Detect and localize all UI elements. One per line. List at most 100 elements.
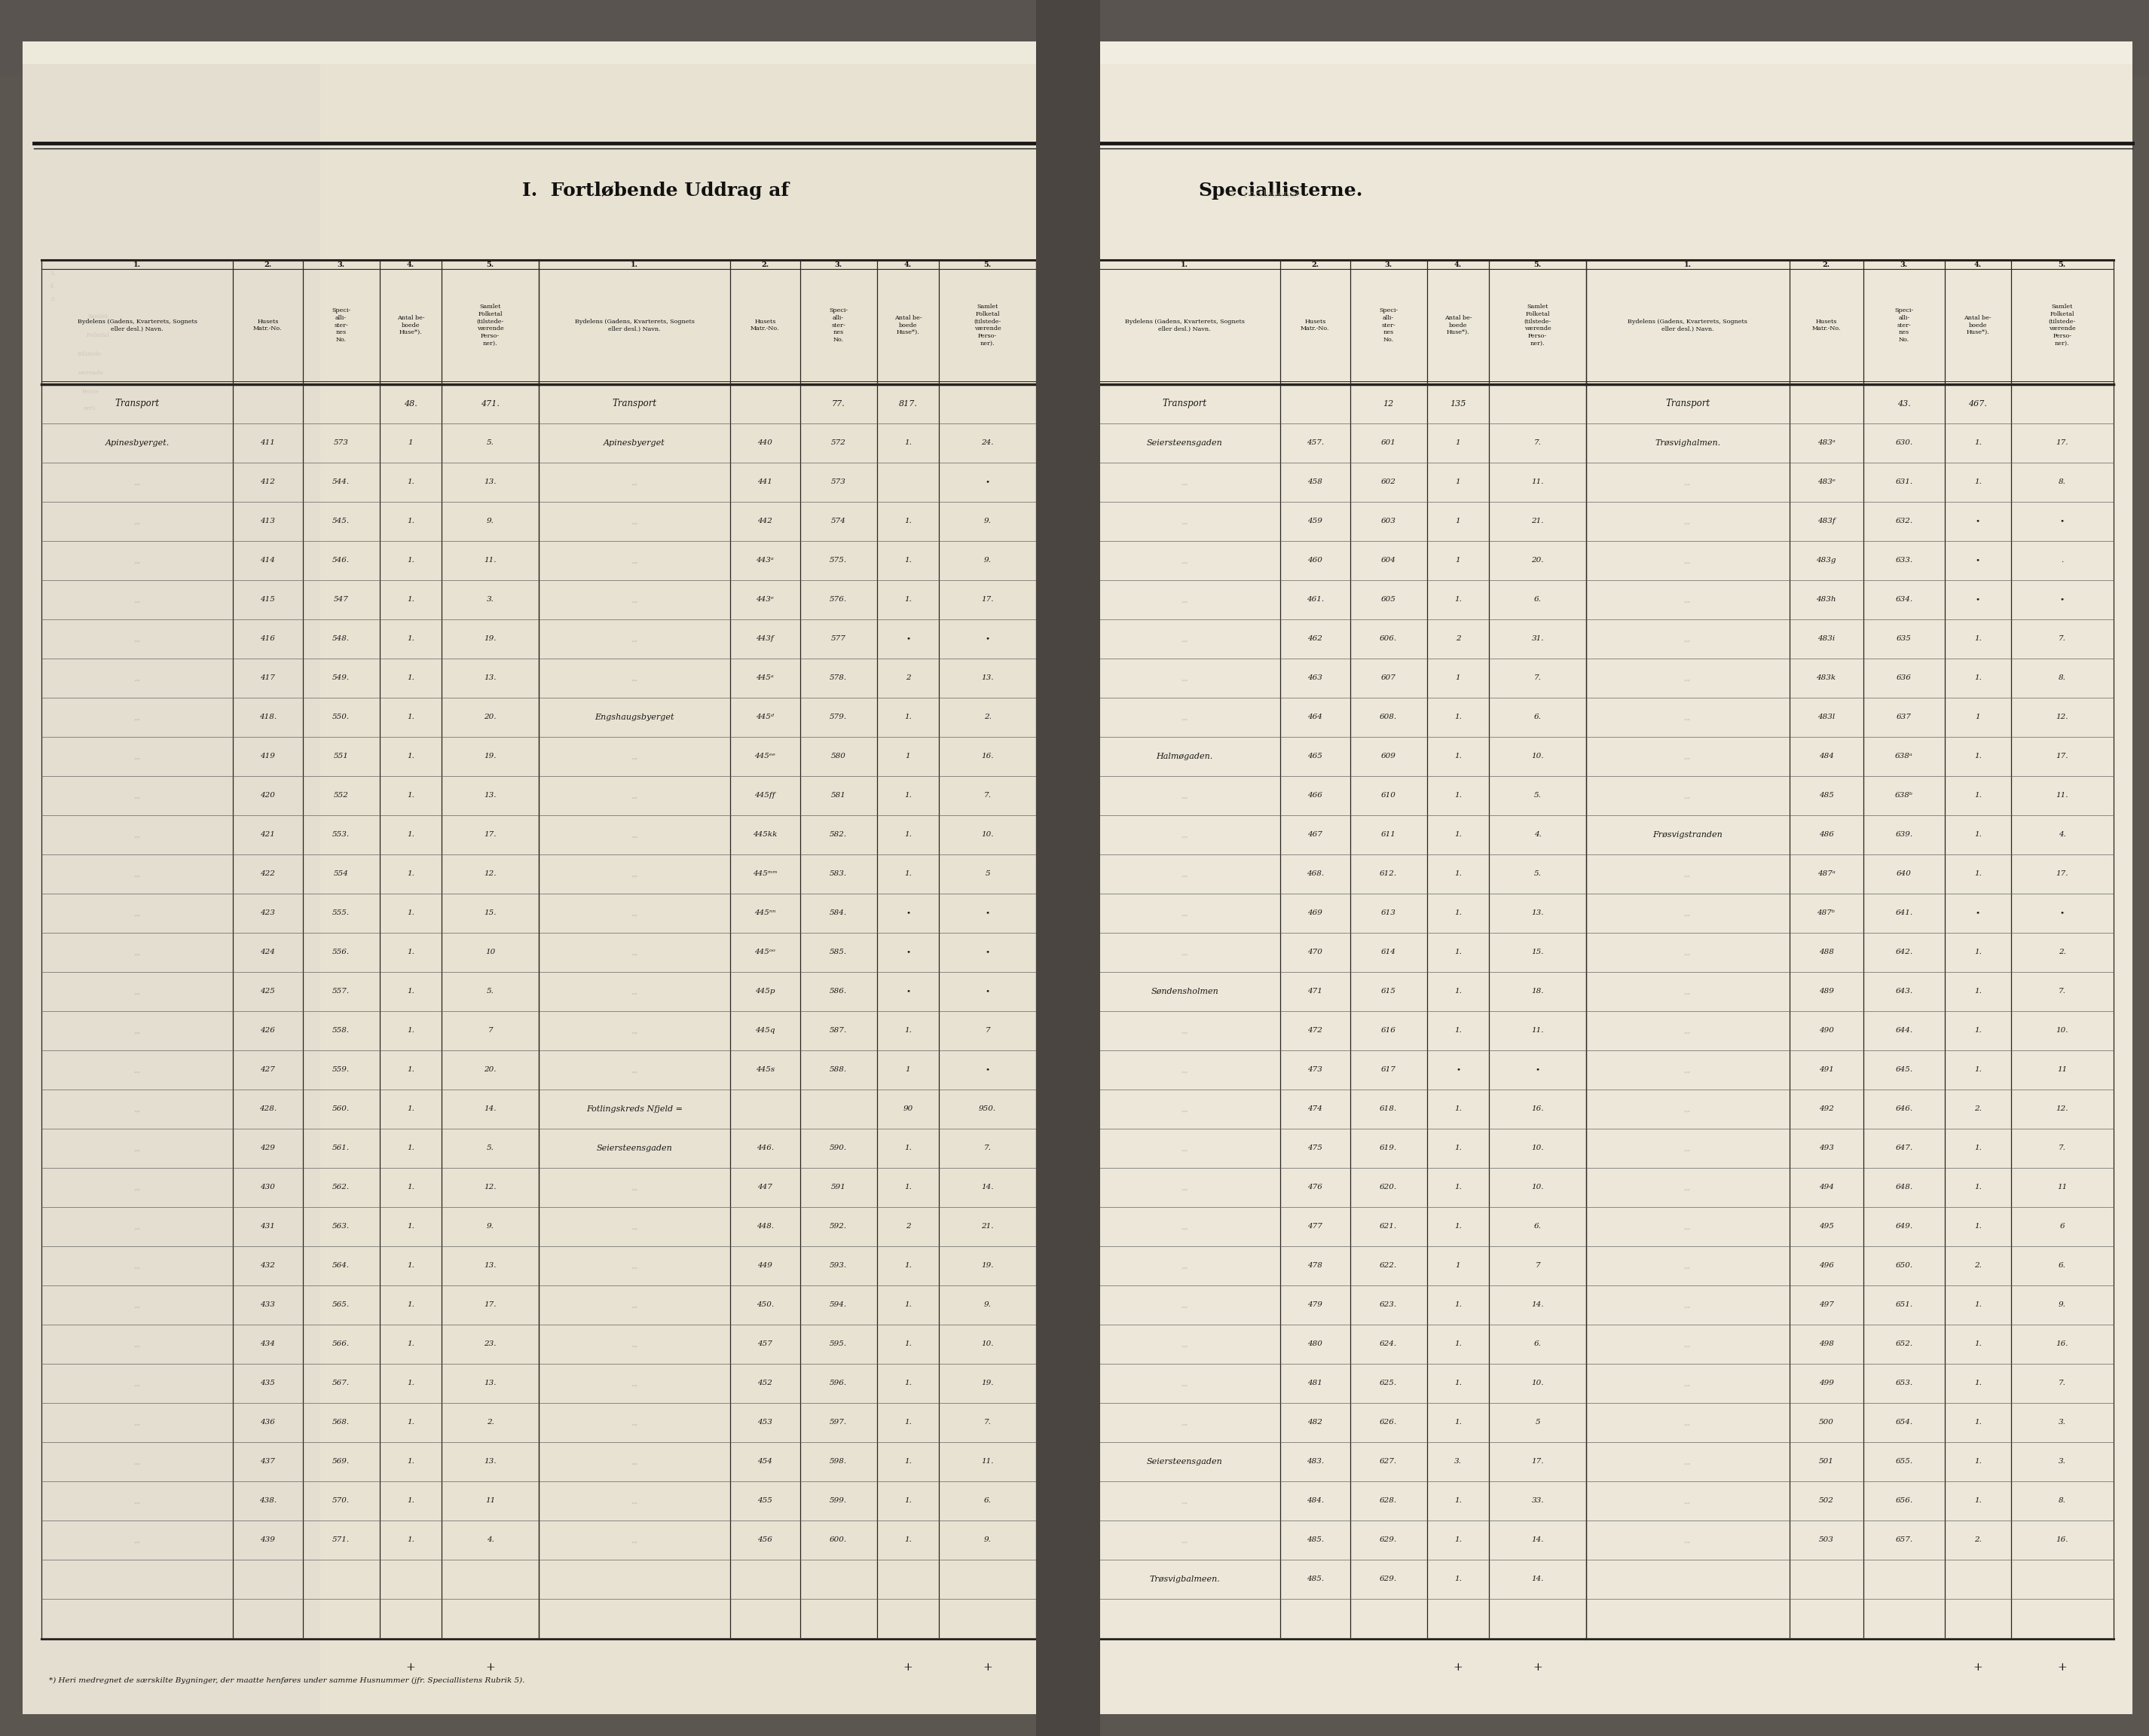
Text: 566.: 566. <box>333 1340 350 1347</box>
Text: 467.: 467. <box>1968 399 1988 408</box>
Text: 7.: 7. <box>2059 635 2065 642</box>
Text: 2.: 2. <box>1975 1262 1981 1269</box>
Text: 1.: 1. <box>1455 1498 1461 1505</box>
Text: 2.: 2. <box>984 713 991 720</box>
Text: „„: „„ <box>632 1066 638 1073</box>
Text: 12: 12 <box>1384 399 1395 408</box>
Text: „„: „„ <box>1182 1066 1188 1073</box>
Text: „„: „„ <box>1685 792 1691 799</box>
Text: 449: 449 <box>759 1262 771 1269</box>
Text: 593.: 593. <box>830 1262 847 1269</box>
Text: „„: „„ <box>133 1340 140 1347</box>
Text: 1.: 1. <box>905 713 911 720</box>
Text: „„: „„ <box>133 950 140 957</box>
Text: 1: 1 <box>905 753 911 760</box>
Text: 556.: 556. <box>333 950 350 957</box>
Text: „„: „„ <box>1685 988 1691 995</box>
Text: Transport: Transport <box>114 399 159 408</box>
Text: „„: „„ <box>133 1380 140 1387</box>
Text: „„: „„ <box>632 988 638 995</box>
Text: 1.: 1. <box>905 1302 911 1309</box>
Text: 1: 1 <box>905 1066 911 1073</box>
Text: 2: 2 <box>1455 635 1461 642</box>
Text: 1.: 1. <box>406 1498 415 1505</box>
Text: 476: 476 <box>1307 1184 1322 1191</box>
Text: „„: „„ <box>1182 871 1188 877</box>
Text: „„: „„ <box>133 1028 140 1035</box>
Text: 653.: 653. <box>1895 1380 1913 1387</box>
Text: 424: 424 <box>260 950 275 957</box>
Text: „„: „„ <box>133 1106 140 1113</box>
Text: 1: 1 <box>1455 675 1461 682</box>
Text: 2: 2 <box>905 675 911 682</box>
Text: 1.: 1. <box>905 557 911 564</box>
Text: „„: „„ <box>1182 832 1188 838</box>
Text: 1.: 1. <box>406 910 415 917</box>
Text: Speciallisterne.: Speciallisterne. <box>1199 182 1362 200</box>
Text: „„: „„ <box>1182 792 1188 799</box>
Text: 3.: 3. <box>486 597 494 602</box>
Text: 434: 434 <box>260 1340 275 1347</box>
Text: 17.: 17. <box>2057 871 2067 877</box>
Text: „„: „„ <box>632 1458 638 1465</box>
Text: „„: „„ <box>133 675 140 682</box>
Bar <box>24 42 1044 64</box>
Text: 1.: 1. <box>1455 832 1461 838</box>
Text: 615: 615 <box>1382 988 1397 995</box>
Text: 1.: 1. <box>406 1106 415 1113</box>
Text: „„: „„ <box>1685 675 1691 682</box>
Text: „„: „„ <box>632 1184 638 1191</box>
Text: 568.: 568. <box>333 1418 350 1425</box>
Bar <box>24 64 320 1713</box>
Text: 1.: 1. <box>1455 1184 1461 1191</box>
Text: „„: „„ <box>133 1184 140 1191</box>
Text: 445ⁿⁿ: 445ⁿⁿ <box>754 910 776 917</box>
Text: 648.: 648. <box>1895 1184 1913 1191</box>
Text: 12.: 12. <box>484 1184 496 1191</box>
Text: 611: 611 <box>1382 832 1397 838</box>
Text: •: • <box>1975 517 1979 524</box>
Text: „„: „„ <box>1685 635 1691 642</box>
Text: 12.: 12. <box>2057 713 2067 720</box>
Text: 3.: 3. <box>1455 1458 1461 1465</box>
Text: „„: „„ <box>632 1262 638 1269</box>
Text: 950.: 950. <box>980 1106 997 1113</box>
Text: 626.: 626. <box>1380 1418 1397 1425</box>
Text: 614: 614 <box>1382 950 1397 957</box>
Text: 1.: 1. <box>1975 832 1981 838</box>
Text: 1.: 1. <box>1455 1106 1461 1113</box>
Text: Antal be-
boede
Huse*).: Antal be- boede Huse*). <box>894 314 922 335</box>
Text: 607: 607 <box>1382 675 1397 682</box>
Text: „„: „„ <box>632 1418 638 1425</box>
Text: 9.: 9. <box>2059 1302 2065 1309</box>
Text: 1.: 1. <box>630 262 638 269</box>
Text: „„: „„ <box>1685 1066 1691 1073</box>
Text: Speci-
alli-
ster-
nes
No.: Speci- alli- ster- nes No. <box>1895 307 1913 344</box>
Text: 586.: 586. <box>830 988 847 995</box>
Text: 605: 605 <box>1382 597 1397 602</box>
Text: Transport: Transport <box>612 399 658 408</box>
Text: Speci-
alli-
ster-
nes
No.: Speci- alli- ster- nes No. <box>830 307 849 344</box>
Text: 487ᵇ: 487ᵇ <box>1818 910 1835 917</box>
Text: „„: „„ <box>1685 1536 1691 1543</box>
Text: 6.: 6. <box>984 1498 991 1505</box>
Text: 10.: 10. <box>2057 1028 2067 1035</box>
Text: 1.: 1. <box>905 792 911 799</box>
Text: Trøsvighalmen.: Trøsvighalmen. <box>1655 439 1721 446</box>
Bar <box>1092 42 2132 64</box>
Text: 14.: 14. <box>1532 1536 1543 1543</box>
Text: •: • <box>984 479 991 486</box>
Text: 17.: 17. <box>982 597 993 602</box>
Text: 1.: 1. <box>1975 988 1981 995</box>
Text: „„: „„ <box>1182 1146 1188 1151</box>
Text: „„: „„ <box>632 635 638 642</box>
Text: 441: 441 <box>759 479 771 486</box>
Text: Samlet
Folketal
(tilstede-
værende
Perso-
ner).: Samlet Folketal (tilstede- værende Perso… <box>1524 304 1552 347</box>
Text: 7: 7 <box>488 1028 492 1035</box>
Text: 445ᵒᵒ: 445ᵒᵒ <box>754 950 776 957</box>
Text: 5.: 5. <box>1534 792 1541 799</box>
Text: 5.: 5. <box>1534 262 1541 269</box>
Text: 11.: 11. <box>1532 1028 1543 1035</box>
Text: 1.: 1. <box>1975 439 1981 446</box>
Text: 8.: 8. <box>2059 675 2065 682</box>
